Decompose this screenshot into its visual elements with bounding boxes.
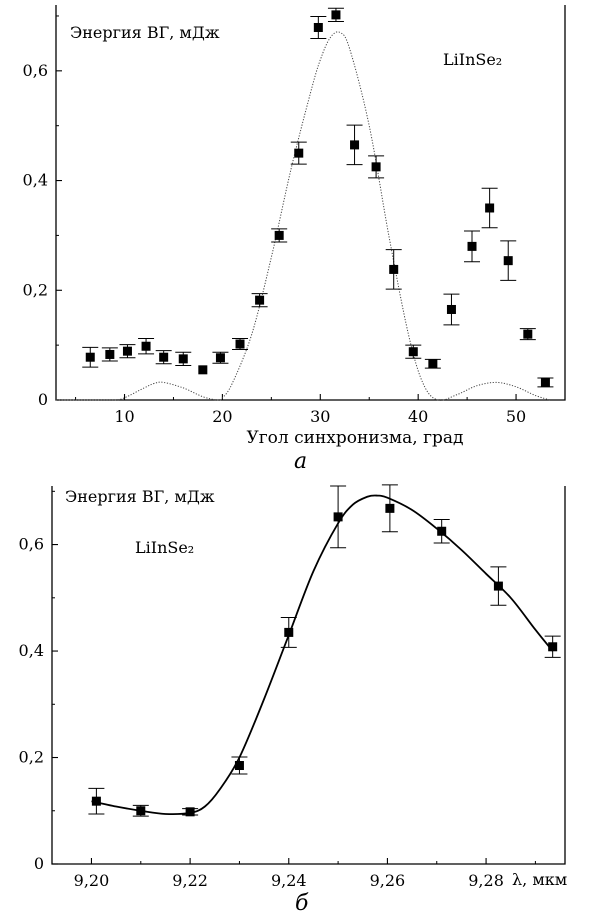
data-point — [136, 806, 145, 815]
x-tick-label: 40 — [408, 407, 428, 426]
crystal-annotation-a: LiInSe₂ — [443, 50, 502, 69]
data-point — [216, 353, 225, 362]
x-tick-label: 9,20 — [74, 871, 110, 890]
panel-letter-b: б — [295, 891, 309, 916]
data-point — [105, 350, 114, 359]
x-tick-label: 9,28 — [468, 871, 504, 890]
x-tick-label: 30 — [310, 407, 330, 426]
data-point — [179, 354, 188, 363]
y-tick-label: 0,2 — [19, 748, 44, 767]
data-point — [504, 256, 513, 265]
data-point — [159, 353, 168, 362]
data-point — [428, 359, 437, 368]
x-tick-label: 9,22 — [172, 871, 208, 890]
data-point — [275, 231, 284, 240]
x-tick-label: 9,26 — [370, 871, 406, 890]
crystal-annotation-b: LiInSe₂ — [135, 538, 194, 557]
data-point — [523, 330, 532, 339]
data-point — [548, 642, 557, 651]
data-point — [485, 203, 494, 212]
x-tick-label: 9,24 — [271, 871, 307, 890]
y-tick-label: 0,2 — [23, 280, 48, 299]
data-point — [331, 10, 340, 19]
y-tick-label: 0 — [34, 854, 44, 873]
data-point — [92, 797, 101, 806]
y-tick-label: 0,6 — [23, 61, 48, 80]
panel-letter-a: а — [294, 449, 307, 474]
data-point — [198, 365, 207, 374]
data-point — [447, 305, 456, 314]
x-tick-label: 10 — [114, 407, 134, 426]
energy-annotation-a: Энергия ВГ, мДж — [70, 23, 220, 42]
x-tick-label: 20 — [212, 407, 232, 426]
data-point — [186, 807, 195, 816]
data-point — [541, 378, 550, 387]
data-point — [236, 340, 245, 349]
y-tick-label: 0 — [38, 390, 48, 409]
y-tick-label: 0,6 — [19, 535, 44, 554]
data-point — [294, 149, 303, 158]
plot-frame-b — [52, 486, 565, 864]
data-point — [123, 347, 132, 356]
data-point — [389, 265, 398, 274]
data-point — [255, 296, 264, 305]
x-axis-title-a: Угол синхронизма, град — [246, 428, 463, 448]
theory-curve — [56, 32, 550, 401]
data-point — [468, 242, 477, 251]
energy-annotation-b: Энергия ВГ, мДж — [65, 487, 215, 506]
data-point — [314, 23, 323, 32]
data-point — [284, 628, 293, 637]
chart-panel-b: Энергия ВГ, мДж LiInSe₂ λ, мкм б 9,20 9,2… — [19, 485, 568, 916]
data-point — [437, 527, 446, 536]
data-point — [235, 761, 244, 770]
data-point — [142, 342, 151, 351]
x-tick-label: 50 — [506, 407, 526, 426]
data-point — [372, 162, 381, 171]
data-point — [385, 504, 394, 513]
y-tick-label: 0,4 — [23, 171, 48, 190]
y-tick-label: 0,4 — [19, 641, 44, 660]
data-point — [409, 347, 418, 356]
data-point — [494, 582, 503, 591]
data-point — [86, 353, 95, 362]
data-point — [334, 512, 343, 521]
x-axis-title-b: λ, мкм — [512, 870, 567, 889]
chart-panel-a: Энергия ВГ, мДж LiInSe₂ Угол синхронизма… — [23, 5, 565, 474]
data-point — [350, 140, 359, 149]
